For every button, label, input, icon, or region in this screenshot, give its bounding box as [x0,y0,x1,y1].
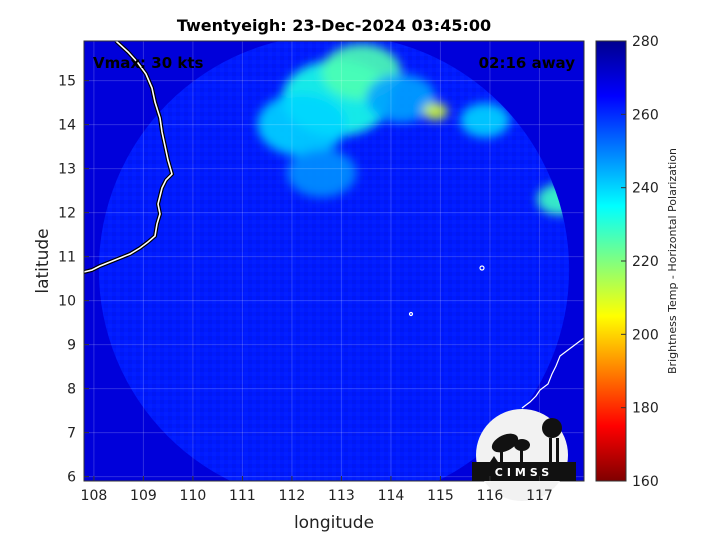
y-tick-label: 8 [67,382,76,398]
y-axis: 6 7 8 9 10 11 12 13 14 15 [58,74,89,486]
x-tick-label: 114 [378,488,405,504]
gridlines [84,41,584,481]
convective-feature [366,73,436,123]
x-tick-label: 116 [477,488,504,504]
x-tick-label: 115 [427,488,454,504]
vmax-annotation: Vmax: 30 kts [93,54,203,72]
convective-feature [460,102,510,138]
convective-feature [423,102,448,121]
x-tick-label: 110 [180,488,207,504]
chart-title: Twentyeigh: 23-Dec-2024 03:45:00 [177,16,491,35]
x-tick-label: 112 [279,488,306,504]
plot-frame [83,40,585,482]
x-tick-label: 111 [229,488,256,504]
colorbar-tick-label: 260 [632,107,659,123]
colorbar-tick-label: 240 [632,181,659,197]
plot-area [84,41,584,481]
x-axis-label: longitude [294,513,374,533]
y-tick-label: 10 [58,294,76,310]
x-tick-label: 108 [81,488,108,504]
cimss-logo-text: CIMSS [495,466,553,479]
convective-feature [257,93,347,156]
convective-features [257,44,570,215]
cimss-logo: CIMSS [472,409,576,501]
y-axis-label: latitude [33,228,53,293]
colorbar-ticks: 160 180 200 220 240 260 280 [621,34,659,490]
y-tick-label: 7 [67,426,76,442]
y-tick-label: 11 [58,250,76,266]
convective-feature [286,148,357,198]
x-tick-label: 117 [526,488,553,504]
island-1 [479,265,485,271]
y-tick-label: 13 [58,162,76,178]
y-tick-label: 14 [58,118,76,134]
x-tick-label: 113 [328,488,355,504]
y-tick-label: 9 [67,338,76,354]
colorbar-tick-label: 220 [632,254,659,270]
colorbar-tick-label: 180 [632,401,659,417]
y-tick-label: 15 [58,74,76,90]
y-tick-label: 6 [67,470,76,486]
colorbar-tick-label: 160 [632,474,659,490]
colorbar-tick-label: 280 [632,34,659,50]
x-axis: 108 109 110 111 112 113 114 115 116 117 [81,476,553,504]
x-tick-label: 109 [130,488,157,504]
colorbar-label: Brightness Temp - Horizontal Polarizatio… [666,148,679,374]
coastline-east [521,337,584,409]
y-tick-label: 12 [58,206,76,222]
colorbar-tick-label: 200 [632,327,659,343]
island-2 [408,311,414,317]
colorbar: 160 180 200 220 240 260 280 Brightness Temp - … [595,34,679,490]
time-away-annotation: 02:16 away [479,54,576,72]
coastline-west-inner [84,41,173,273]
